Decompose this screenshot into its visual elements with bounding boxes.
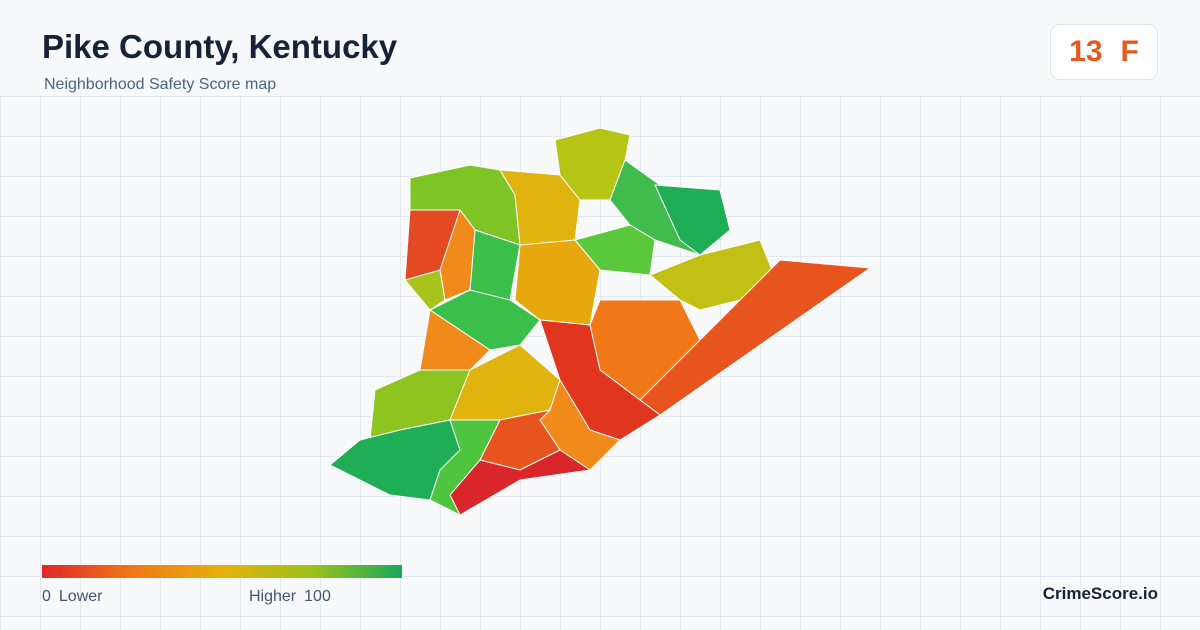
legend-max-label: Higher: [249, 588, 297, 605]
brand: CrimeScore.io: [1042, 584, 1158, 603]
subtitle: Neighborhood Safety Score map: [44, 76, 277, 93]
legend-low: 0 Lower: [42, 588, 110, 606]
title: Pike County, Kentucky: [42, 28, 398, 65]
region: [449, 449, 591, 516]
score-value: 13: [1069, 35, 1103, 68]
legend-max: 100: [304, 588, 331, 605]
region: [654, 184, 731, 256]
score-grade: F: [1120, 35, 1139, 68]
region: [439, 209, 476, 301]
legend-high: Higher 100: [249, 588, 339, 606]
legend-min-label: Lower: [58, 588, 103, 605]
score-badge: 13 F: [1050, 24, 1158, 80]
legend-gradient: [42, 565, 402, 578]
legend-min: 0: [42, 588, 51, 605]
region: [404, 269, 446, 311]
